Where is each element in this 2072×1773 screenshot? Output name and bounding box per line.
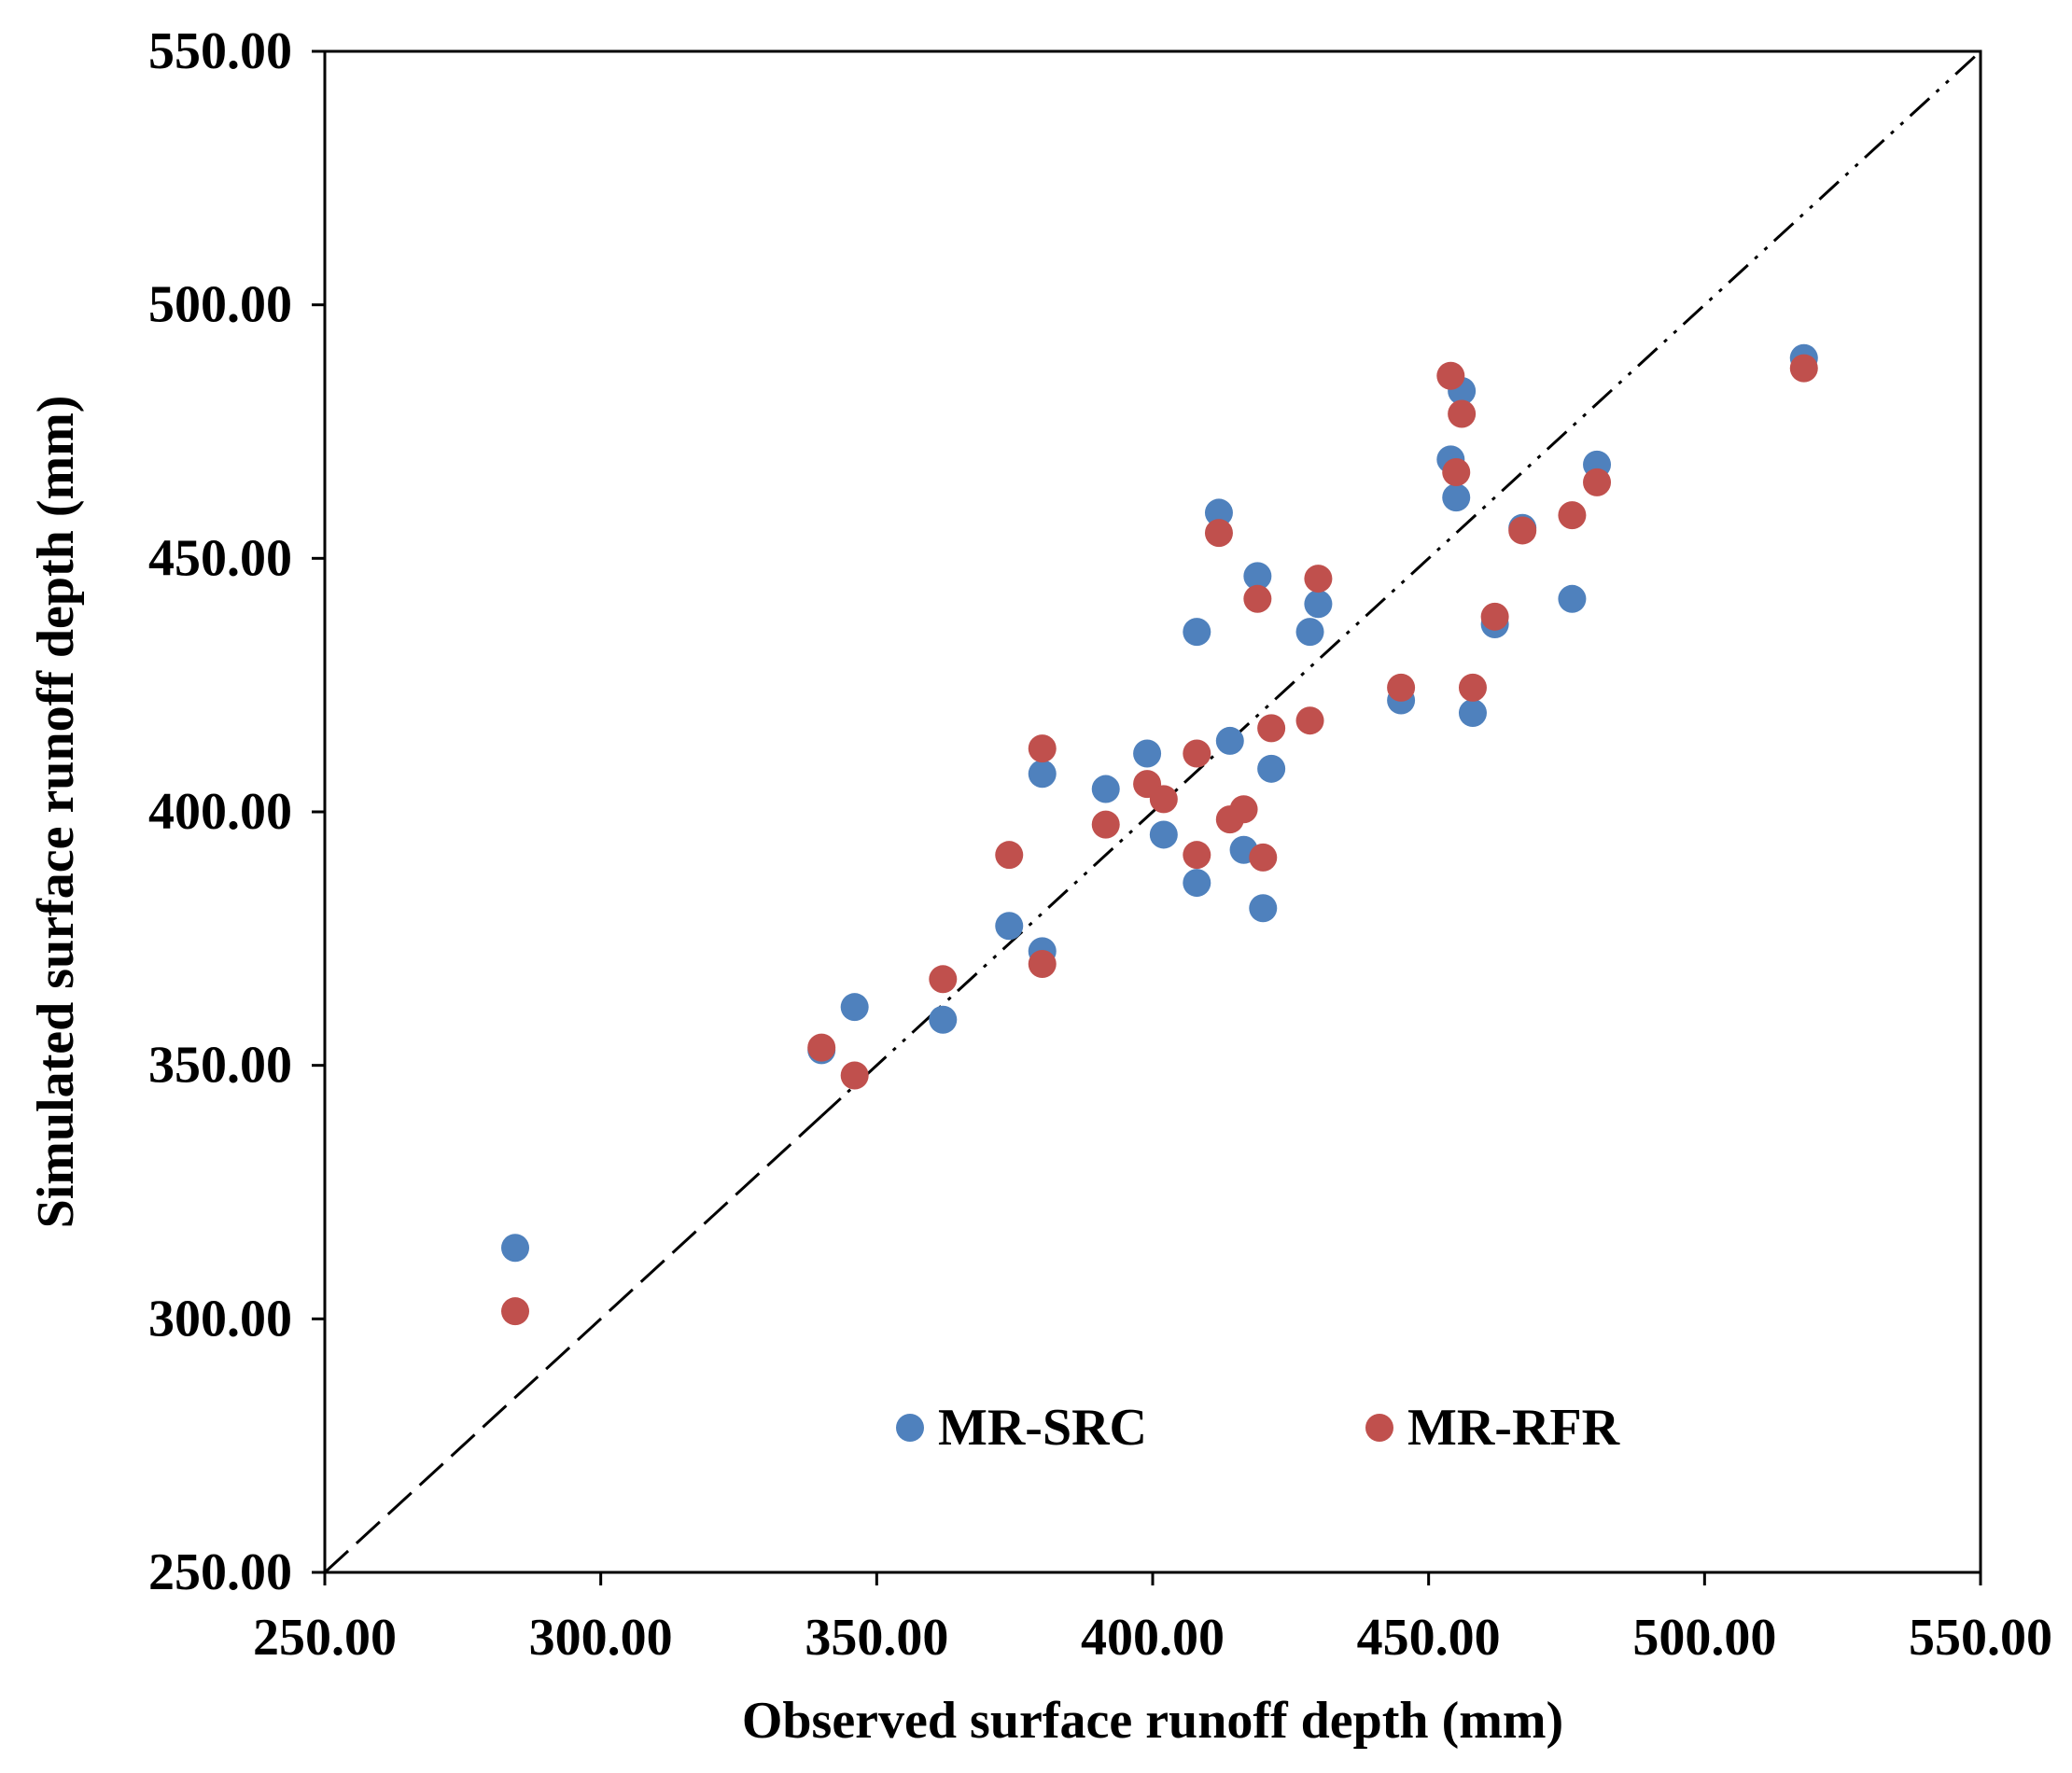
data-point-mr-rfr bbox=[1558, 501, 1587, 530]
data-point-mr-src bbox=[1257, 754, 1286, 783]
x-tick-label: 300.00 bbox=[529, 1609, 673, 1667]
y-tick-label: 250.00 bbox=[148, 1543, 292, 1601]
x-tick-label: 350.00 bbox=[805, 1609, 948, 1667]
x-tick-label: 250.00 bbox=[253, 1609, 397, 1667]
y-axis-ticks: 250.00 300.00 350.00 400.00 450.00 500.00 550.… bbox=[148, 22, 325, 1601]
data-point-mr-rfr bbox=[1183, 841, 1211, 870]
data-point-mr-src bbox=[1243, 562, 1272, 591]
x-axis-title: Observed surface runoff depth (mm) bbox=[742, 1692, 1563, 1750]
data-point-mr-src bbox=[1558, 584, 1587, 613]
data-points bbox=[501, 343, 1818, 1326]
data-point-mr-rfr bbox=[1028, 734, 1057, 763]
data-point-mr-src bbox=[1442, 483, 1471, 512]
data-point-mr-rfr bbox=[501, 1297, 530, 1326]
data-point-mr-rfr bbox=[1257, 714, 1286, 743]
x-tick-label: 400.00 bbox=[1081, 1609, 1225, 1667]
legend-marker-mr-rfr bbox=[1365, 1414, 1393, 1442]
data-point-mr-rfr bbox=[995, 841, 1024, 870]
data-point-mr-src bbox=[1133, 739, 1162, 768]
data-point-mr-rfr bbox=[1028, 950, 1057, 978]
data-point-mr-rfr bbox=[1508, 516, 1537, 545]
data-point-mr-src bbox=[501, 1234, 530, 1263]
legend: MR-SRC MR-RFR bbox=[896, 1399, 1620, 1457]
legend-marker-mr-src bbox=[896, 1414, 924, 1442]
legend-label-mr-src: MR-SRC bbox=[938, 1399, 1147, 1457]
data-point-mr-rfr bbox=[807, 1033, 836, 1062]
data-point-mr-src bbox=[1183, 869, 1211, 898]
y-tick-label: 550.00 bbox=[148, 22, 292, 80]
data-point-mr-rfr bbox=[1458, 673, 1487, 702]
data-point-mr-src bbox=[840, 993, 869, 1022]
data-point-mr-rfr bbox=[1091, 810, 1120, 839]
plot-area bbox=[323, 49, 1982, 1574]
data-point-mr-rfr bbox=[1442, 457, 1471, 486]
data-point-mr-rfr bbox=[1295, 706, 1324, 735]
data-point-mr-src bbox=[1249, 894, 1278, 923]
data-point-mr-src bbox=[1183, 618, 1211, 647]
data-point-mr-src bbox=[1028, 760, 1057, 789]
data-point-mr-src bbox=[1149, 820, 1178, 849]
data-point-mr-rfr bbox=[1304, 565, 1333, 593]
y-tick-label: 350.00 bbox=[148, 1037, 292, 1095]
data-point-mr-rfr bbox=[1204, 519, 1233, 548]
y-axis-title: Simulated surface runoff depth (mm) bbox=[27, 396, 85, 1229]
data-point-mr-src bbox=[995, 912, 1024, 941]
data-point-mr-rfr bbox=[1243, 584, 1272, 613]
data-point-mr-src bbox=[1304, 590, 1333, 619]
data-point-mr-rfr bbox=[1387, 673, 1416, 702]
data-point-mr-src bbox=[1215, 726, 1244, 755]
reference-line-dashed-segment bbox=[323, 1114, 823, 1574]
x-tick-label: 500.00 bbox=[1632, 1609, 1776, 1667]
y-tick-label: 450.00 bbox=[148, 529, 292, 587]
data-point-mr-rfr bbox=[1448, 399, 1477, 428]
data-point-mr-rfr bbox=[840, 1061, 869, 1090]
data-point-mr-rfr bbox=[1249, 843, 1278, 872]
data-point-mr-src bbox=[1204, 498, 1233, 527]
data-point-mr-rfr bbox=[1229, 795, 1258, 824]
data-point-mr-rfr bbox=[929, 965, 958, 994]
data-point-mr-rfr bbox=[1480, 602, 1509, 631]
data-point-mr-src bbox=[929, 1005, 958, 1034]
data-point-mr-src bbox=[1091, 775, 1120, 803]
x-tick-label: 550.00 bbox=[1909, 1609, 2052, 1667]
x-tick-label: 450.00 bbox=[1357, 1609, 1501, 1667]
y-tick-label: 300.00 bbox=[148, 1290, 292, 1347]
y-tick-label: 500.00 bbox=[148, 276, 292, 334]
data-point-mr-src bbox=[1295, 618, 1324, 647]
legend-label-mr-rfr: MR-RFR bbox=[1407, 1399, 1620, 1457]
data-point-mr-rfr bbox=[1583, 468, 1612, 496]
y-tick-label: 400.00 bbox=[148, 783, 292, 841]
data-point-mr-rfr bbox=[1149, 785, 1178, 814]
data-point-mr-rfr bbox=[1789, 354, 1818, 383]
data-point-mr-rfr bbox=[1183, 739, 1211, 768]
x-axis-ticks: 250.00 300.00 350.00 400.00 450.00 500.00 550.… bbox=[253, 1572, 2052, 1667]
data-point-mr-rfr bbox=[1436, 361, 1465, 390]
data-point-mr-src bbox=[1458, 699, 1487, 728]
